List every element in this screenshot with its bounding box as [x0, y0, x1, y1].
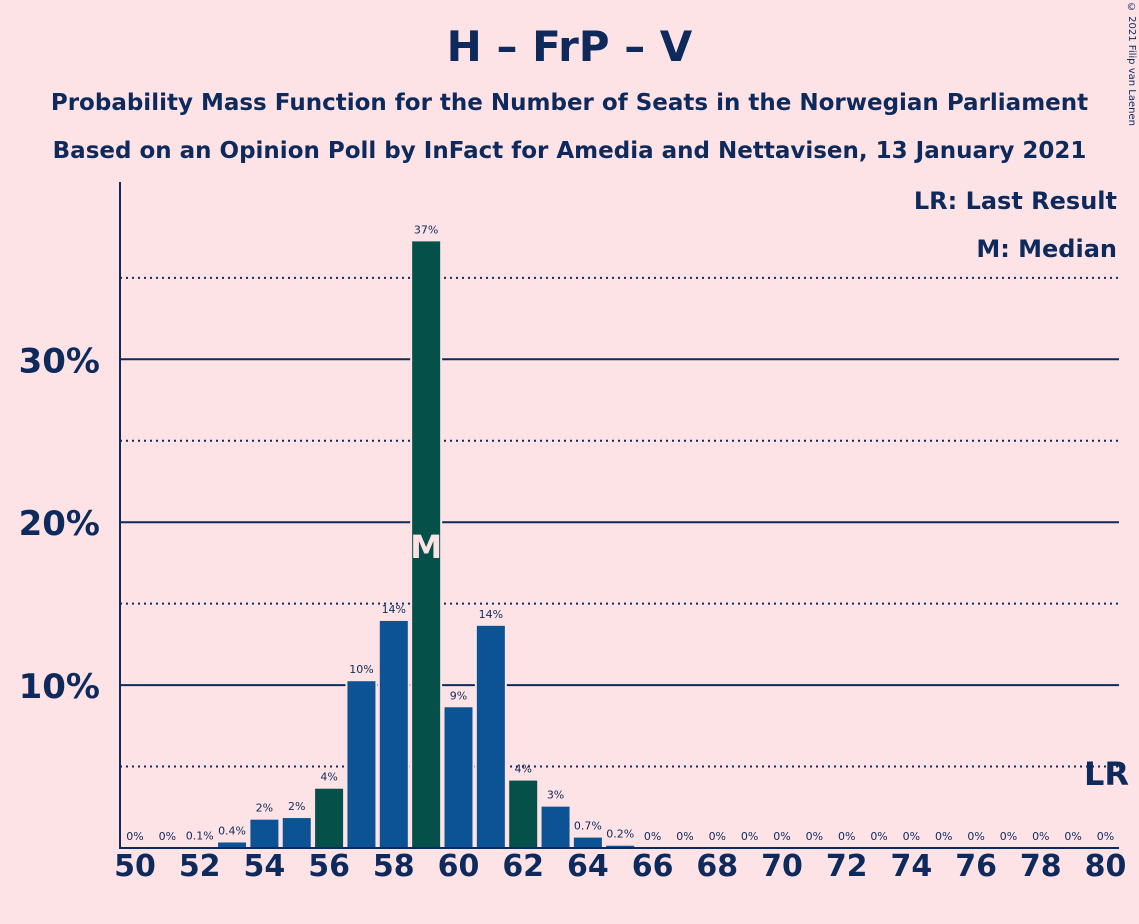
bar-data-label: 0%	[1064, 830, 1081, 843]
bar-data-label: 0.2%	[606, 828, 634, 841]
legend-last-result: LR: Last Result	[914, 187, 1117, 215]
last-result-marker: LR	[1084, 755, 1129, 793]
bar-data-label: 0%	[1000, 830, 1017, 843]
bar-data-label: 2%	[256, 802, 273, 815]
bar-data-label: 0%	[1097, 830, 1114, 843]
bar	[507, 778, 540, 850]
median-marker: M	[410, 528, 442, 566]
bar-data-label: 0%	[870, 830, 887, 843]
chart-subtitle-1: Probability Mass Function for the Number…	[50, 90, 1089, 116]
bar-data-label: 0%	[126, 830, 143, 843]
bar-data-label: 37%	[414, 223, 438, 236]
bar-data-label: 0.4%	[218, 824, 246, 837]
bar-data-label: 3%	[547, 789, 564, 802]
bar-data-label: 2%	[288, 800, 305, 813]
bar-data-label: 9%	[450, 689, 467, 702]
bar	[539, 804, 572, 849]
bar	[377, 618, 410, 850]
bar	[571, 835, 604, 849]
bar-data-label: 0%	[644, 830, 661, 843]
bar-data-label: 0.7%	[574, 820, 602, 833]
x-tick-label: 50	[114, 849, 156, 884]
bar-data-label: 14%	[382, 603, 406, 616]
x-tick-label: 72	[826, 849, 868, 884]
x-tick-label: 68	[696, 849, 738, 884]
chart-title: H – FrP – V	[446, 22, 693, 71]
bar-data-label: 0%	[709, 830, 726, 843]
x-tick-label: 62	[502, 849, 544, 884]
bar-data-label: 0%	[773, 830, 790, 843]
bar	[474, 623, 507, 849]
x-tick-label: 78	[1020, 849, 1062, 884]
bar-data-label: 0.1%	[186, 829, 214, 842]
x-tick-label: 54	[244, 849, 286, 884]
bar-data-label: 0%	[741, 830, 758, 843]
bar-data-label: 0%	[935, 830, 952, 843]
bar-data-label: 4%	[320, 771, 337, 784]
y-tick-label: 20%	[19, 504, 100, 544]
x-tick-label: 80	[1085, 849, 1127, 884]
legend-median: M: Median	[976, 235, 1117, 263]
bar-data-label: 4%	[514, 763, 531, 776]
x-tick-label: 70	[761, 849, 803, 884]
bar	[345, 679, 378, 849]
bar	[442, 705, 475, 849]
bar-data-label: 0%	[1032, 830, 1049, 843]
bar-data-label: 14%	[479, 608, 503, 621]
x-tick-label: 56	[308, 849, 350, 884]
bar-data-label: 0%	[159, 830, 176, 843]
copyright-note: © 2021 Filip van Laenen	[1126, 2, 1137, 126]
y-tick-label: 30%	[19, 341, 100, 381]
chart-subtitle-2: Based on an Opinion Poll by InFact for A…	[52, 138, 1087, 164]
x-tick-label: 60	[438, 849, 480, 884]
x-tick-label: 58	[373, 849, 415, 884]
bar	[313, 786, 346, 850]
bar	[248, 817, 281, 850]
x-tick-label: 74	[891, 849, 933, 884]
bar-data-label: 0%	[967, 830, 984, 843]
bar-data-label: 0%	[838, 830, 855, 843]
x-tick-label: 52	[179, 849, 221, 884]
bar-data-label: 10%	[349, 663, 373, 676]
x-tick-label: 76	[955, 849, 997, 884]
y-tick-label: 10%	[19, 667, 100, 707]
bar-data-label: 0%	[806, 830, 823, 843]
x-tick-label: 64	[567, 849, 609, 884]
bar-data-label: 0%	[676, 830, 693, 843]
bar	[280, 816, 313, 849]
bar-data-label: 0%	[903, 830, 920, 843]
x-tick-label: 66	[632, 849, 674, 884]
